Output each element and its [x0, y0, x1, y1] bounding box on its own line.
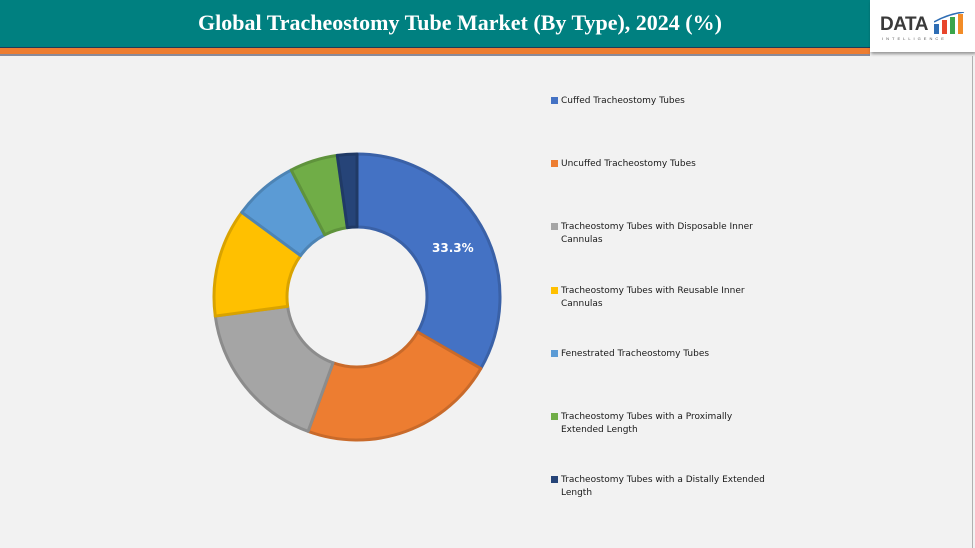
logo-text: DATA [880, 14, 928, 35]
legend-label: Tracheostomy Tubes with a Distally Exten… [561, 475, 765, 498]
donut-segment [306, 330, 483, 442]
frame-border [972, 56, 973, 548]
header-bar [0, 0, 975, 47]
legend-label: Fenestrated Tracheostomy Tubes [561, 349, 710, 359]
donut-segment [213, 304, 335, 433]
data-label-cuffed: 33.3% [432, 241, 474, 255]
legend-label: Cuffed Tracheostomy Tubes [561, 96, 685, 106]
legend-label: Uncuffed Tracheostomy Tubes [561, 159, 696, 169]
legend-swatch [551, 413, 558, 420]
legend-swatch [551, 160, 558, 167]
doughnut-chart [212, 152, 502, 442]
legend-swatch [551, 476, 558, 483]
legend-label: Tracheostomy Tubes with a Proximally Ext… [561, 412, 733, 435]
donut-segment [335, 152, 359, 230]
legend-swatch [551, 350, 558, 357]
logo-bars-icon [934, 12, 965, 34]
legend-swatch [551, 97, 558, 104]
logo: DATA INTELLIGENCE [870, 0, 975, 52]
header-divider [0, 47, 870, 48]
chart-title: Global Tracheostomy Tube Market (By Type… [198, 10, 722, 35]
accent-bar [0, 48, 870, 54]
accent-underline [0, 54, 870, 56]
legend-swatch [551, 287, 558, 294]
legend-swatch [551, 223, 558, 230]
donut-segment [355, 152, 502, 370]
legend-label: Tracheostomy Tubes with Disposable Inner… [561, 222, 753, 245]
logo-subtext: INTELLIGENCE [882, 36, 947, 41]
legend-label: Tracheostomy Tubes with Reusable Inner C… [561, 286, 745, 309]
